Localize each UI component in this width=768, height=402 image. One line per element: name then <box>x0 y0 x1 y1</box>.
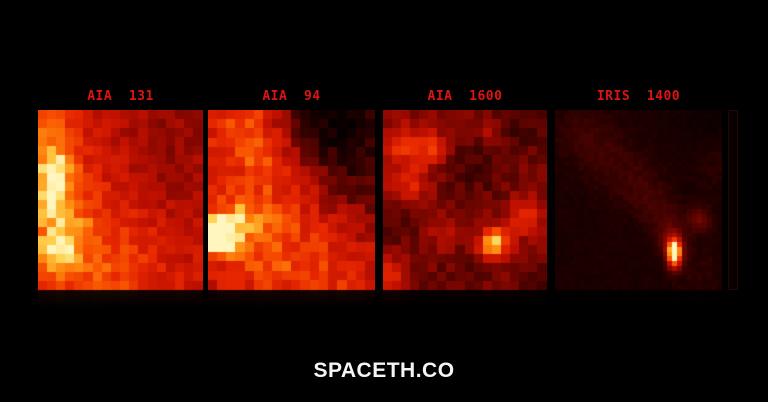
watermark-text: SPACETH.CO <box>313 359 455 382</box>
panel-iris-1400: IRIS 1400 <box>555 89 722 308</box>
panel-label-aia-94: AIA 94 <box>262 89 321 104</box>
panel-aia-94: AIA 94 <box>208 89 375 308</box>
panel-aia-131: AIA 131 <box>38 89 203 308</box>
partial-panel-sliver <box>728 110 738 290</box>
panel-label-aia-131: AIA 131 <box>87 89 154 104</box>
panel-label-aia-1600: AIA 1600 <box>427 89 503 104</box>
solar-image-iris-1400 <box>555 110 722 308</box>
solar-image-aia-1600 <box>383 110 547 308</box>
panel-aia-1600: AIA 1600 <box>383 89 547 308</box>
solar-image-aia-131 <box>38 110 203 308</box>
panel-label-iris-1400: IRIS 1400 <box>596 89 681 104</box>
solar-image-aia-94 <box>208 110 375 308</box>
